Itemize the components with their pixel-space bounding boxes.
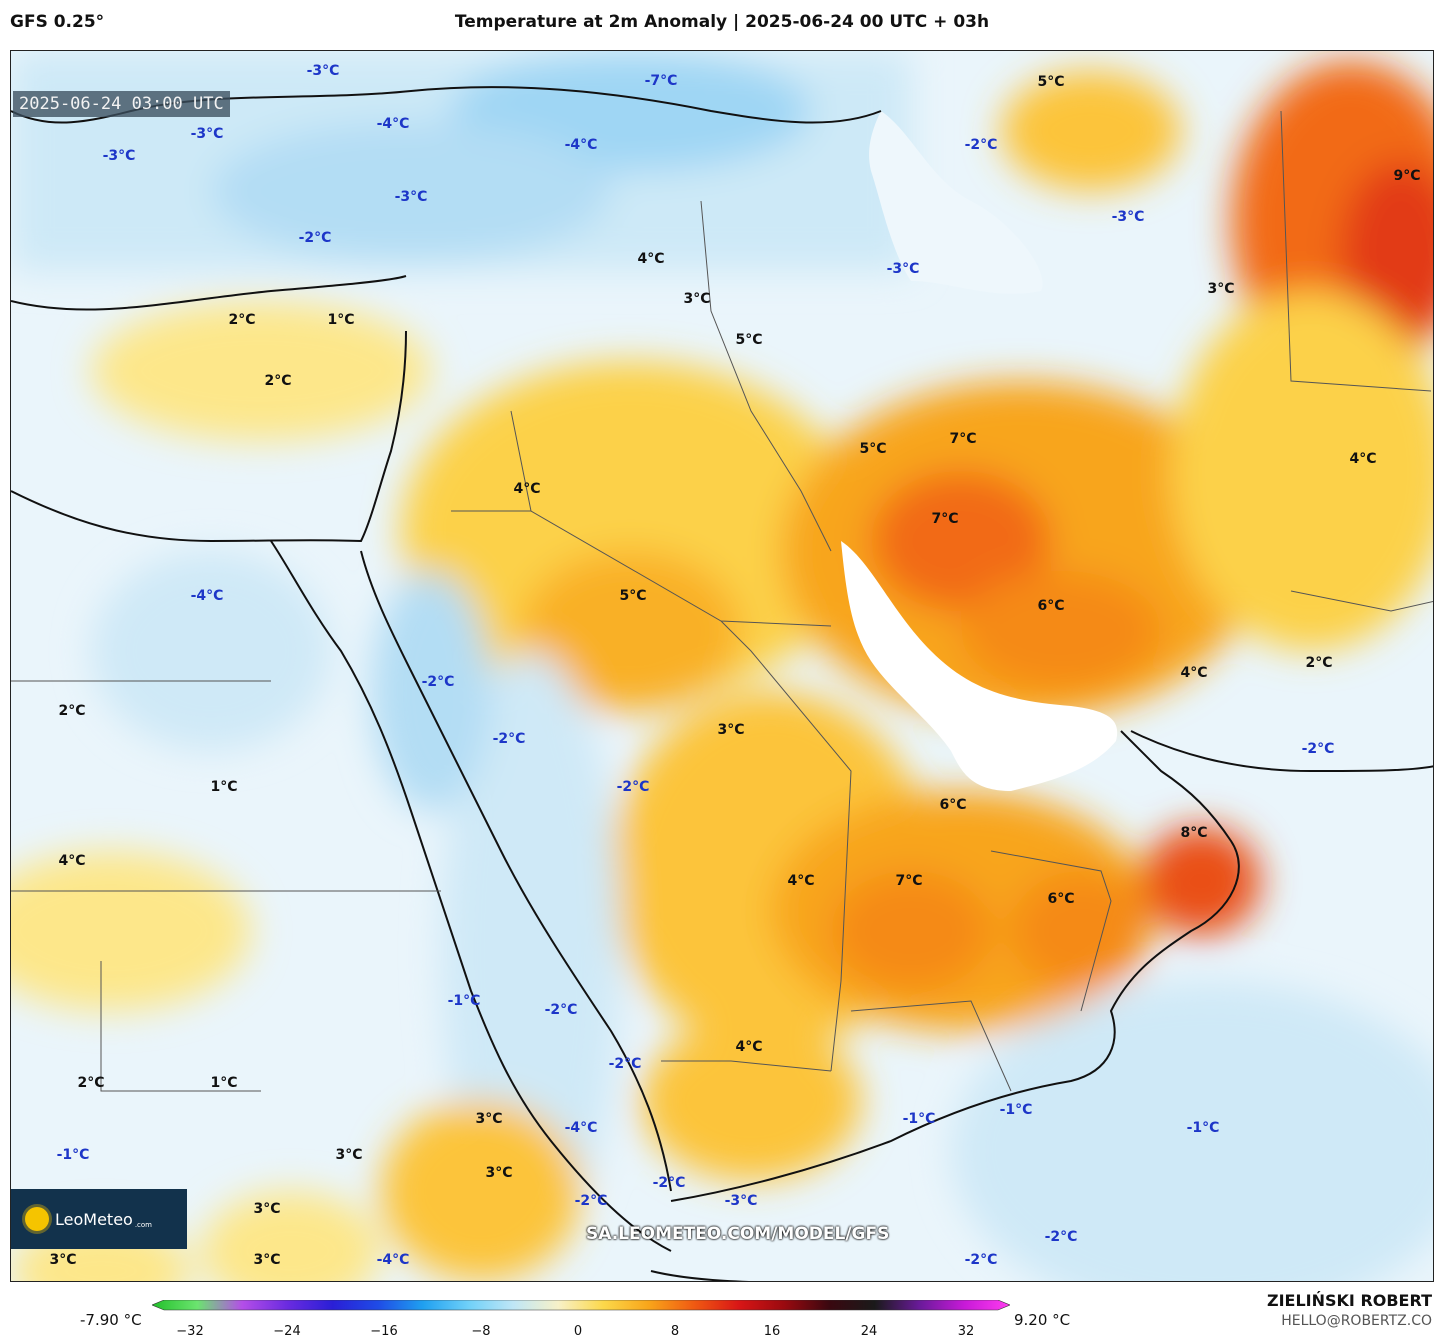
anomaly-label: 5°C: [859, 441, 887, 457]
sun-icon: [25, 1207, 49, 1231]
anomaly-label: 6°C: [939, 797, 967, 813]
anomaly-label: -2°C: [544, 1002, 578, 1018]
anomaly-label: -2°C: [298, 230, 332, 246]
anomaly-label: -7°C: [644, 73, 678, 89]
anomaly-label: 5°C: [735, 332, 763, 348]
coastlines: [11, 86, 1433, 1281]
anomaly-label: 3°C: [475, 1111, 503, 1127]
anomaly-label: 3°C: [1207, 281, 1235, 297]
anomaly-label: -3°C: [102, 148, 136, 164]
anomaly-label: 2°C: [58, 703, 86, 719]
valid-time-badge: 2025-06-24 03:00 UTC: [13, 91, 230, 117]
anomaly-label: -1°C: [1186, 1120, 1220, 1136]
anomaly-label: 1°C: [210, 1075, 238, 1091]
anomaly-label: 6°C: [1047, 891, 1075, 907]
colorbar-tick: −24: [273, 1324, 301, 1339]
anomaly-label: -4°C: [564, 1120, 598, 1136]
author-name: ZIELIŃSKI ROBERT: [1266, 1291, 1432, 1310]
anomaly-label: -1°C: [902, 1111, 936, 1127]
anomaly-label: -3°C: [394, 189, 428, 205]
anomaly-label: 2°C: [228, 312, 256, 328]
anomaly-label: -3°C: [190, 126, 224, 142]
anomaly-label: 5°C: [619, 588, 647, 604]
anomaly-label: 4°C: [787, 873, 815, 889]
anomaly-label: -2°C: [964, 1252, 998, 1268]
anomaly-label: -2°C: [964, 137, 998, 153]
model-label: GFS 0.25°: [10, 12, 105, 32]
colorbar-tick: −16: [370, 1324, 398, 1339]
anomaly-label: -4°C: [190, 588, 224, 604]
anomaly-label: 4°C: [637, 251, 665, 267]
colorbar-tick: 32: [957, 1324, 975, 1339]
anomaly-label: 3°C: [485, 1165, 513, 1181]
colorbar-tick: 0: [573, 1324, 583, 1339]
anomaly-label: 5°C: [1037, 74, 1065, 90]
anomaly-label: -2°C: [652, 1175, 686, 1191]
anomaly-label: 2°C: [264, 373, 292, 389]
logo-suffix: .com: [134, 1221, 153, 1229]
anomaly-label: -4°C: [564, 137, 598, 153]
caspian-sea: [869, 111, 1043, 294]
anomaly-label: 3°C: [253, 1252, 281, 1268]
colorbar-max-label: 9.20 °C: [1014, 1311, 1071, 1329]
colorbar-tick: −8: [471, 1324, 491, 1339]
anomaly-label: -2°C: [1301, 741, 1335, 757]
colorbar-tick: 8: [670, 1324, 680, 1339]
anomaly-label: 4°C: [58, 853, 86, 869]
anomaly-label: 3°C: [717, 722, 745, 738]
anomaly-label: 4°C: [1180, 665, 1208, 681]
persian-gulf: [841, 541, 1118, 791]
anomaly-label: -1°C: [999, 1102, 1033, 1118]
colorbar-min-label: -7.90 °C: [80, 1311, 142, 1329]
author-email[interactable]: HELLO@ROBERTZ.CO: [1281, 1313, 1432, 1329]
anomaly-label: 1°C: [327, 312, 355, 328]
anomaly-label: -3°C: [886, 261, 920, 277]
logo-brand: LeoMeteo: [55, 1209, 133, 1229]
anomaly-label: 4°C: [513, 481, 541, 497]
anomaly-field: [11, 51, 1433, 1281]
anomaly-label: 3°C: [49, 1252, 77, 1268]
anomaly-label: -2°C: [616, 779, 650, 795]
anomaly-label: 4°C: [735, 1039, 763, 1055]
anomaly-map: [11, 51, 1433, 1281]
anomaly-label: 9°C: [1393, 168, 1421, 184]
anomaly-label: -2°C: [608, 1056, 642, 1072]
map-frame[interactable]: 2025-06-24 03:00 UTC -3°C -7°C 5°C -3°C -4°C…: [10, 50, 1434, 1282]
anomaly-label: -1°C: [56, 1147, 90, 1163]
anomaly-label: -3°C: [306, 63, 340, 79]
anomaly-label: 6°C: [1037, 598, 1065, 614]
colorbar: [152, 1300, 1010, 1311]
anomaly-label: 7°C: [931, 511, 959, 527]
leometeo-logo[interactable]: LeoMeteo .com: [11, 1189, 187, 1249]
anomaly-label: 7°C: [895, 873, 923, 889]
anomaly-label: -3°C: [724, 1193, 758, 1209]
anomaly-label: 7°C: [949, 431, 977, 447]
anomaly-label: -4°C: [376, 116, 410, 132]
colorbar-tick: 16: [763, 1324, 781, 1339]
anomaly-label: 2°C: [1305, 655, 1333, 671]
anomaly-label: -2°C: [421, 674, 455, 690]
anomaly-label: 3°C: [335, 1147, 363, 1163]
anomaly-label: -1°C: [447, 993, 481, 1009]
colorbar-gradient: [152, 1300, 1010, 1311]
anomaly-label: 4°C: [1349, 451, 1377, 467]
site-url[interactable]: SA.LEOMETEO.COM/MODEL/GFS: [586, 1224, 890, 1244]
anomaly-label: -3°C: [1111, 209, 1145, 225]
anomaly-label: -4°C: [376, 1252, 410, 1268]
colorbar-tick: 24: [860, 1324, 878, 1339]
anomaly-label: -2°C: [574, 1193, 608, 1209]
colorbar-tick: −32: [176, 1324, 204, 1339]
anomaly-label: -2°C: [492, 731, 526, 747]
borders: [11, 110, 1433, 1092]
anomaly-label: -2°C: [1044, 1229, 1078, 1245]
anomaly-label: 2°C: [77, 1075, 105, 1091]
anomaly-label: 3°C: [253, 1201, 281, 1217]
anomaly-label: 1°C: [210, 779, 238, 795]
anomaly-label: 8°C: [1180, 825, 1208, 841]
map-title: Temperature at 2m Anomaly | 2025-06-24 0…: [454, 12, 990, 32]
anomaly-label: 3°C: [683, 291, 711, 307]
